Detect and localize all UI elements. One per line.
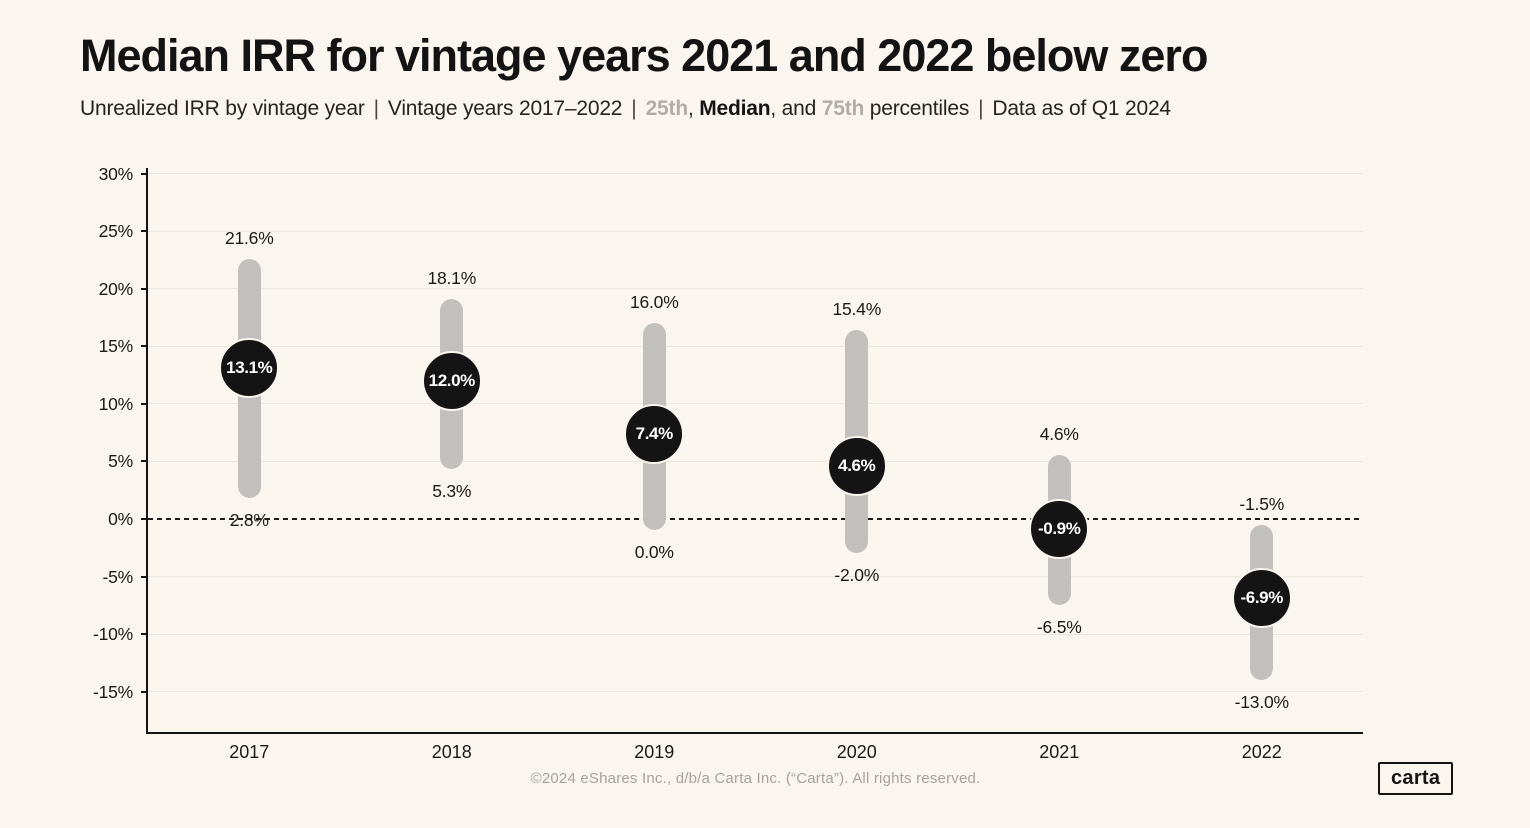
y-axis-label: 10% bbox=[98, 393, 134, 414]
copyright-text: ©2024 eShares Inc., d/b/a Carta Inc. (“C… bbox=[530, 770, 981, 787]
x-axis-line bbox=[146, 732, 1363, 734]
carta-logo-text: carta bbox=[1391, 767, 1441, 789]
p25-value-label-2022: -13.0% bbox=[1234, 691, 1289, 712]
x-axis-label-2020: 2020 bbox=[836, 742, 877, 762]
gridline bbox=[148, 173, 1363, 175]
p25-value-label-2020: -2.0% bbox=[834, 564, 880, 585]
y-axis-label: 25% bbox=[98, 221, 134, 242]
x-axis-label-2022: 2022 bbox=[1241, 742, 1282, 762]
gridline bbox=[148, 403, 1363, 405]
median-dot-2022: -6.9% bbox=[1231, 568, 1292, 629]
chart-title: Median IRR for vintage years 2021 and 20… bbox=[80, 30, 1208, 81]
gridline bbox=[148, 345, 1363, 347]
median-value-label: 4.6% bbox=[838, 456, 876, 476]
subtitle-segment: | bbox=[631, 97, 637, 120]
p25-value-label-2017: 2.8% bbox=[229, 509, 269, 530]
gridline bbox=[148, 460, 1363, 462]
gridline bbox=[148, 633, 1363, 635]
y-axis-label: -15% bbox=[92, 681, 133, 702]
subtitle-segment: Median bbox=[699, 97, 771, 120]
y-tick-mark bbox=[141, 345, 148, 348]
y-tick-mark bbox=[141, 690, 148, 693]
median-dot-2019: 7.4% bbox=[624, 403, 685, 464]
y-tick-mark bbox=[141, 517, 148, 520]
p25-value-label-2019: 0.0% bbox=[634, 541, 674, 562]
p75-value-label-2020: 15.4% bbox=[832, 299, 882, 320]
subtitle-segment: | bbox=[373, 97, 379, 120]
y-axis-label: 15% bbox=[98, 336, 134, 357]
p75-value-label-2017: 21.6% bbox=[224, 227, 274, 248]
y-tick-mark bbox=[141, 402, 148, 405]
median-value-label: 13.1% bbox=[226, 358, 273, 378]
gridline bbox=[148, 288, 1363, 290]
median-dot-2018: 12.0% bbox=[421, 350, 482, 411]
y-tick-mark bbox=[141, 575, 148, 578]
median-dot-2017: 13.1% bbox=[219, 338, 280, 399]
y-axis-label: 20% bbox=[98, 278, 134, 299]
carta-logo: carta bbox=[1378, 762, 1454, 795]
zero-dashed-line bbox=[148, 517, 1363, 520]
x-axis-label-2021: 2021 bbox=[1039, 742, 1080, 762]
subtitle-segment: Data as of Q1 2024 bbox=[992, 97, 1171, 120]
y-axis-line bbox=[146, 168, 148, 733]
gridline bbox=[148, 230, 1363, 232]
median-value-label: 12.0% bbox=[428, 370, 476, 390]
y-tick-mark bbox=[141, 172, 148, 175]
p75-value-label-2019: 16.0% bbox=[629, 292, 679, 313]
gridline bbox=[148, 576, 1363, 577]
median-value-label: -0.9% bbox=[1038, 519, 1081, 539]
x-axis-label-2018: 2018 bbox=[431, 742, 472, 762]
y-tick-mark bbox=[141, 287, 148, 290]
median-value-label: -6.9% bbox=[1240, 588, 1284, 608]
y-tick-mark bbox=[141, 230, 148, 233]
gridline bbox=[148, 691, 1363, 693]
subtitle-segment: , and bbox=[770, 97, 822, 120]
x-axis-label-2019: 2019 bbox=[634, 742, 675, 762]
p75-value-label-2021: 4.6% bbox=[1039, 423, 1079, 444]
y-axis-label: -5% bbox=[102, 566, 133, 587]
subtitle-segment: Unrealized IRR by vintage year bbox=[80, 97, 365, 120]
median-value-label: 7.4% bbox=[635, 423, 674, 443]
subtitle-segment: 25th bbox=[645, 97, 689, 120]
subtitle-segment: percentiles bbox=[864, 97, 970, 120]
y-axis-label: 0% bbox=[108, 508, 133, 529]
subtitle-segment: 75th bbox=[821, 97, 865, 120]
subtitle-segment: , bbox=[687, 97, 700, 120]
subtitle-segment: Vintage years 2017–2022 bbox=[387, 97, 623, 120]
chart-subtitle: Unrealized IRR by vintage year | Vintage y… bbox=[80, 97, 1171, 121]
median-dot-2020: 4.6% bbox=[826, 436, 887, 497]
subtitle-segment: | bbox=[978, 97, 984, 120]
y-tick-mark bbox=[141, 460, 148, 463]
y-axis-label: 30% bbox=[98, 163, 134, 184]
y-axis-label: 5% bbox=[108, 451, 133, 472]
p25-value-label-2021: -6.5% bbox=[1036, 616, 1082, 637]
x-axis-label-2017: 2017 bbox=[229, 742, 270, 762]
y-axis-label: -10% bbox=[92, 624, 133, 645]
p75-value-label-2022: -1.5% bbox=[1239, 493, 1285, 514]
y-tick-mark bbox=[141, 633, 148, 636]
median-dot-2021: -0.9% bbox=[1029, 499, 1090, 560]
p25-value-label-2018: 5.3% bbox=[432, 480, 472, 501]
p75-value-label-2018: 18.1% bbox=[427, 268, 477, 289]
